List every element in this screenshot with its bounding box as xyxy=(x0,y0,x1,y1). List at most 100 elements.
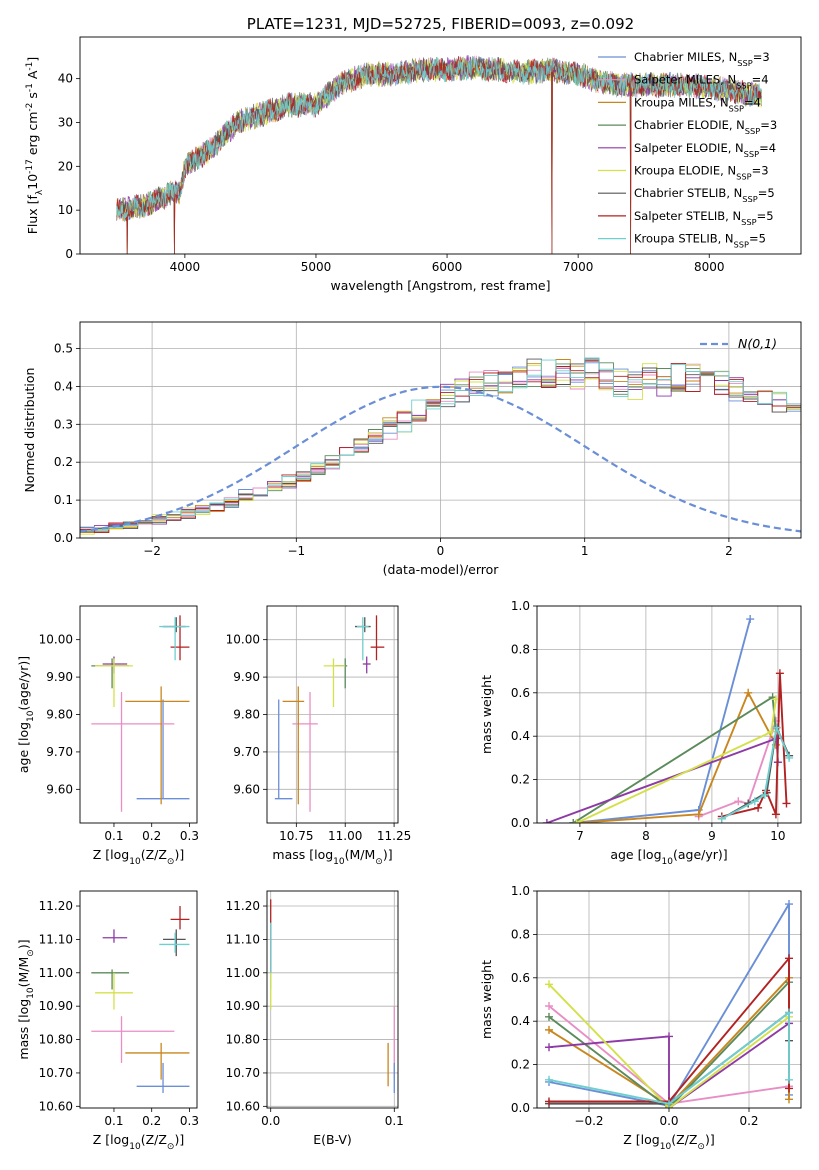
y-axis-label: age [log10(age/yr)] xyxy=(16,656,36,773)
error-point xyxy=(125,1042,190,1080)
y-tick-label: 10.90 xyxy=(226,999,260,1013)
y-tick-label: 9.90 xyxy=(233,670,260,684)
error-point xyxy=(362,656,371,674)
y-tick-label: 11.20 xyxy=(226,899,260,913)
series-line xyxy=(548,981,790,1108)
series-marker xyxy=(545,1012,553,1021)
x-tick-label: 0.2 xyxy=(142,829,161,843)
y-tick-label: 10.70 xyxy=(226,1066,260,1080)
axes-frame: 0.0 0.1 10.60 10.70 10.80 10.90 11.00 11.10 11.2… xyxy=(226,890,404,1147)
axes-border xyxy=(79,890,198,1109)
legend-entry: Kroupa MILES, NSSP=4 xyxy=(634,95,761,113)
error-point xyxy=(170,906,190,930)
axes-border xyxy=(266,605,399,824)
legend: N(0,1) xyxy=(700,336,777,351)
x-tick-label: 10.75 xyxy=(279,829,313,843)
y-tick-label: 10.60 xyxy=(226,1099,260,1113)
x-tick-label: 10 xyxy=(770,829,785,843)
error-point xyxy=(91,969,130,990)
axes-border xyxy=(536,605,802,824)
error-point xyxy=(170,615,190,661)
gridlines xyxy=(537,605,801,824)
y-tick-label: 11.00 xyxy=(39,966,73,980)
series-marker xyxy=(750,797,759,806)
x-tick-label: 5000 xyxy=(301,260,332,274)
error-point xyxy=(159,932,190,953)
series-marker xyxy=(545,1075,553,1084)
y-tick-label: 0.2 xyxy=(511,773,530,787)
series-marker xyxy=(785,753,794,762)
x-tick-label: 0.2 xyxy=(142,1114,161,1128)
y-tick-label: 0.2 xyxy=(511,1058,530,1072)
series-marker xyxy=(665,1099,673,1108)
legend: Chabrier MILES, NSSP=3 Salpeter MILES, NS… xyxy=(598,50,777,250)
x-tick-label: 0.3 xyxy=(180,1114,199,1128)
series-marker xyxy=(782,799,791,808)
y-tick-label: 1.0 xyxy=(511,884,530,898)
x-axis-label: wavelength [Angstrom, rest frame] xyxy=(330,278,550,293)
x-axis-label: Z [log10(Z/Z⊙)] xyxy=(93,847,184,867)
axes-border xyxy=(79,321,802,539)
plot-area xyxy=(274,615,385,812)
series-marker xyxy=(694,810,703,819)
histogram-step xyxy=(80,362,801,532)
error-point xyxy=(102,929,128,943)
chart-spectrum: 4000 5000 6000 7000 8000 0 10 20 30 40 wavelength … xyxy=(25,15,802,293)
plot-area xyxy=(91,615,190,812)
series-marker xyxy=(542,819,551,823)
y-tick-label: 9.60 xyxy=(46,782,73,796)
error-point xyxy=(125,686,190,805)
x-tick-label: 0.0 xyxy=(261,1114,280,1128)
legend-entry: Kroupa ELODIE, NSSP=3 xyxy=(634,164,769,182)
x-axis-label: Z [log10(Z/Z⊙)] xyxy=(623,1132,714,1152)
series-marker xyxy=(569,819,578,823)
y-tick-label: 9.90 xyxy=(46,670,73,684)
x-tick-label: 8 xyxy=(642,829,650,843)
y-tick-label: 9.80 xyxy=(233,708,260,722)
plot-area xyxy=(542,615,794,823)
legend-entry: N(0,1) xyxy=(738,336,777,351)
chart-age-vs-Z: 0.1 0.2 0.3 9.60 9.70 9.80 9.90 10.00 Z [log10(Z… xyxy=(16,605,199,867)
y-tick-label: 10.60 xyxy=(39,1099,73,1113)
axes-border xyxy=(79,605,198,824)
x-tick-label: 1 xyxy=(581,544,589,558)
x-tick-label: 7000 xyxy=(563,260,594,274)
spectrum-line xyxy=(116,55,763,254)
y-tick-label: 0.8 xyxy=(511,642,530,656)
y-tick-label: 1.0 xyxy=(511,599,530,613)
legend-entry: Kroupa STELIB, NSSP=5 xyxy=(634,232,766,250)
legend-entry: Chabrier MILES, NSSP=3 xyxy=(634,50,770,68)
error-point xyxy=(102,656,128,674)
x-axis-label: E(B-V) xyxy=(313,1132,352,1147)
axes-border xyxy=(79,36,802,255)
histogram-step xyxy=(80,359,801,534)
axes-frame: 0.1 0.2 0.3 9.60 9.70 9.80 9.90 10.00 Z [log10(Z… xyxy=(16,605,199,867)
series-line xyxy=(548,983,790,1108)
series-marker xyxy=(545,1002,553,1011)
x-tick-label: 4000 xyxy=(170,260,201,274)
series-marker xyxy=(545,980,553,989)
series-marker xyxy=(771,810,780,819)
plot-area xyxy=(270,899,395,1093)
y-tick-label: 10.00 xyxy=(226,633,260,647)
y-axis-label: mass weight xyxy=(479,675,494,754)
error-point xyxy=(370,615,385,661)
y-tick-label: 40 xyxy=(58,72,73,86)
series-marker xyxy=(717,814,726,823)
y-tick-label: 0.3 xyxy=(54,417,73,431)
legend-entry: Chabrier ELODIE, NSSP=3 xyxy=(634,118,777,136)
y-tick-label: 0.5 xyxy=(54,342,73,356)
plot-area xyxy=(116,54,763,254)
y-axis-label: mass [log10(M/M⊙)] xyxy=(16,939,36,1059)
y-tick-label: 9.70 xyxy=(233,745,260,759)
x-tick-label: 0 xyxy=(437,544,445,558)
chart-title: PLATE=1231, MJD=52725, FIBERID=0093, z=0… xyxy=(247,15,634,33)
y-tick-label: 0.6 xyxy=(511,686,530,700)
series-marker xyxy=(545,1025,553,1034)
series-marker xyxy=(545,1097,553,1106)
y-axis-label: Normed distribution xyxy=(22,368,37,493)
gridlines xyxy=(267,891,398,1108)
x-tick-label: −2 xyxy=(143,544,161,558)
chart-mass-weight-vs-Z: −0.2 0.0 0.2 0.0 0.2 0.4 0.6 0.8 1.0 Z [log10(Z/Z… xyxy=(479,884,802,1152)
